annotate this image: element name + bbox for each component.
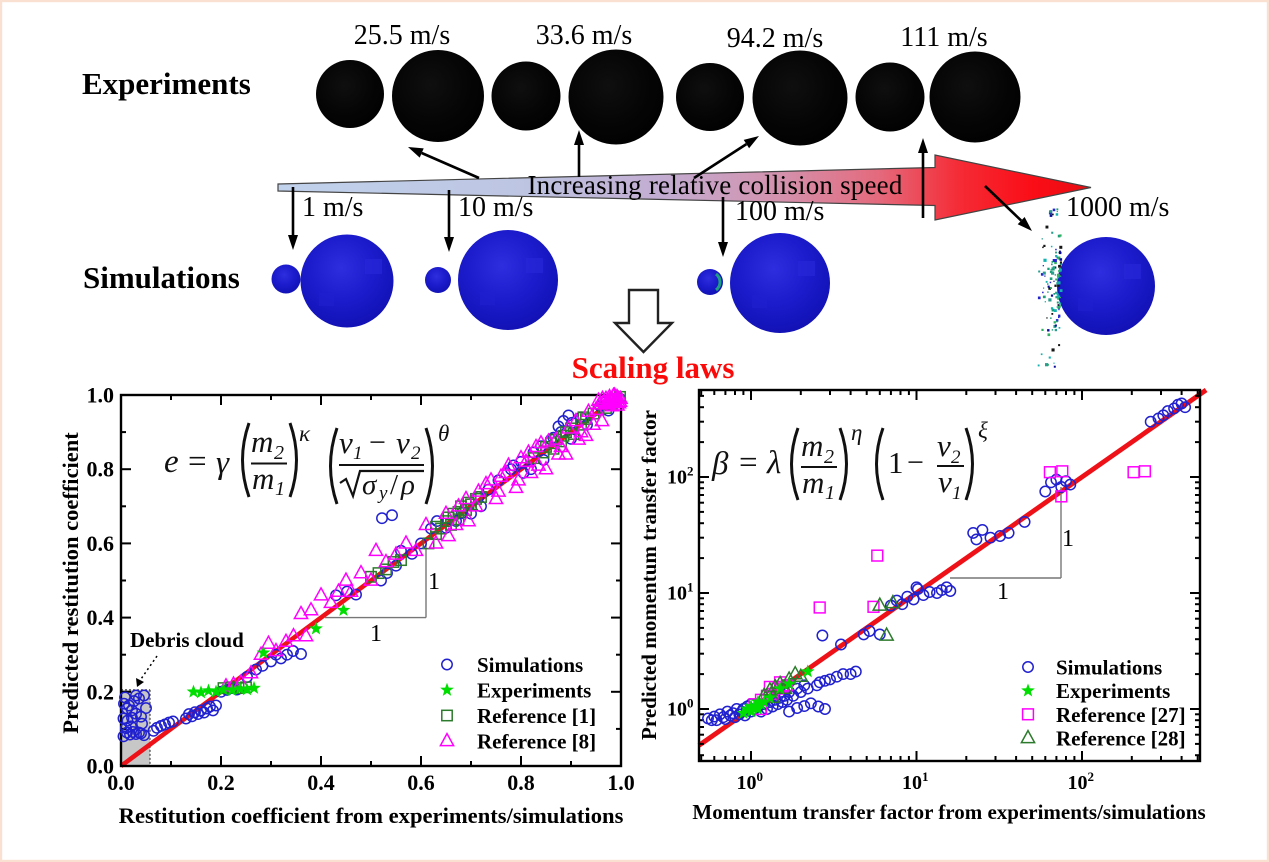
svg-text:1: 1 bbox=[428, 569, 440, 595]
svg-text:v: v bbox=[938, 464, 952, 499]
svg-text:33.6 m/s: 33.6 m/s bbox=[536, 20, 632, 51]
svg-text:m: m bbox=[802, 465, 824, 500]
svg-text:101: 101 bbox=[667, 580, 694, 605]
svg-text:0.6: 0.6 bbox=[87, 531, 115, 556]
svg-text:100 m/s: 100 m/s bbox=[735, 196, 824, 227]
svg-text:100: 100 bbox=[737, 769, 764, 794]
svg-text:1: 1 bbox=[952, 483, 962, 504]
svg-text:v: v bbox=[396, 425, 410, 460]
svg-text:0.2: 0.2 bbox=[87, 679, 115, 704]
svg-text:101: 101 bbox=[902, 769, 929, 794]
svg-text:Reference [28]: Reference [28] bbox=[1056, 727, 1186, 751]
svg-text:β: β bbox=[711, 446, 729, 482]
svg-text:0.4: 0.4 bbox=[87, 605, 115, 630]
svg-text:Reference [8]: Reference [8] bbox=[477, 730, 596, 754]
svg-text:Simulations: Simulations bbox=[83, 260, 240, 295]
svg-text:1: 1 bbox=[275, 478, 285, 500]
svg-text:Experiments: Experiments bbox=[477, 679, 591, 703]
svg-text:0.0: 0.0 bbox=[107, 770, 135, 795]
svg-text:m: m bbox=[801, 428, 823, 463]
svg-text:Reference [27]: Reference [27] bbox=[1056, 703, 1186, 727]
svg-text:0.2: 0.2 bbox=[207, 770, 235, 795]
svg-text:2: 2 bbox=[951, 447, 961, 468]
svg-text:10 m/s: 10 m/s bbox=[458, 192, 533, 223]
svg-text:Predicted momentum transfer fa: Predicted momentum transfer factor bbox=[637, 410, 661, 740]
svg-text:Restitution coefficient from e: Restitution coefficient from experiments… bbox=[119, 803, 624, 828]
svg-text:σ: σ bbox=[362, 469, 378, 501]
svg-text:1: 1 bbox=[888, 445, 904, 480]
svg-text:1.0: 1.0 bbox=[87, 383, 115, 408]
svg-text:1 m/s: 1 m/s bbox=[302, 192, 363, 223]
svg-text:Debris cloud: Debris cloud bbox=[130, 628, 244, 652]
svg-text:0.0: 0.0 bbox=[87, 754, 115, 779]
svg-text:2: 2 bbox=[411, 443, 421, 464]
svg-text:1.0: 1.0 bbox=[607, 770, 635, 795]
svg-text:0.8: 0.8 bbox=[87, 457, 115, 482]
svg-text:Simulations: Simulations bbox=[1056, 656, 1162, 680]
svg-text:Experiments: Experiments bbox=[1056, 679, 1170, 703]
svg-text:λ: λ bbox=[766, 445, 781, 481]
svg-text:=: = bbox=[739, 445, 758, 481]
svg-text:y: y bbox=[377, 483, 388, 504]
svg-text:Experiments: Experiments bbox=[82, 66, 251, 101]
svg-text:1: 1 bbox=[1062, 526, 1074, 552]
svg-text:2: 2 bbox=[274, 442, 284, 464]
svg-text:100: 100 bbox=[667, 696, 694, 721]
svg-text:ρ: ρ bbox=[400, 469, 415, 501]
svg-text:1000 m/s: 1000 m/s bbox=[1066, 192, 1169, 223]
svg-text:0.4: 0.4 bbox=[307, 770, 335, 795]
svg-text:Predicted restitution coeffici: Predicted restitution coefficient bbox=[58, 432, 83, 734]
svg-text:2: 2 bbox=[824, 446, 834, 468]
svg-text:Scaling laws: Scaling laws bbox=[572, 350, 735, 385]
svg-text:v: v bbox=[937, 428, 951, 463]
svg-text:1: 1 bbox=[353, 443, 363, 464]
svg-text:102: 102 bbox=[1068, 769, 1095, 794]
svg-text:=: = bbox=[188, 444, 207, 480]
svg-text:1: 1 bbox=[825, 482, 835, 504]
svg-text:m: m bbox=[251, 424, 273, 459]
svg-text:102: 102 bbox=[667, 464, 694, 489]
svg-text:Momentum transfer factor from: Momentum transfer factor from experiment… bbox=[692, 800, 1205, 824]
svg-text:κ: κ bbox=[299, 421, 311, 446]
svg-text:Increasing relative collision: Increasing relative collision speed bbox=[527, 170, 902, 200]
svg-text:γ: γ bbox=[216, 445, 230, 481]
svg-text:−: − bbox=[369, 426, 386, 459]
svg-text:−: − bbox=[907, 446, 924, 479]
svg-text:1: 1 bbox=[370, 621, 382, 647]
svg-text:θ: θ bbox=[438, 421, 449, 446]
svg-text:m: m bbox=[252, 461, 274, 496]
svg-text:Reference [1]: Reference [1] bbox=[477, 704, 596, 728]
svg-text:η: η bbox=[851, 420, 862, 445]
svg-text:0.6: 0.6 bbox=[407, 770, 435, 795]
svg-text:/: / bbox=[390, 469, 399, 501]
svg-text:1: 1 bbox=[997, 579, 1009, 605]
svg-text:v: v bbox=[339, 425, 353, 460]
svg-text:25.5 m/s: 25.5 m/s bbox=[354, 20, 450, 51]
svg-text:Simulations: Simulations bbox=[477, 653, 583, 677]
svg-text:ξ: ξ bbox=[978, 418, 988, 443]
svg-text:e: e bbox=[164, 444, 179, 480]
svg-text:94.2 m/s: 94.2 m/s bbox=[727, 23, 823, 54]
svg-text:111 m/s: 111 m/s bbox=[900, 22, 987, 53]
svg-text:0.8: 0.8 bbox=[507, 770, 535, 795]
